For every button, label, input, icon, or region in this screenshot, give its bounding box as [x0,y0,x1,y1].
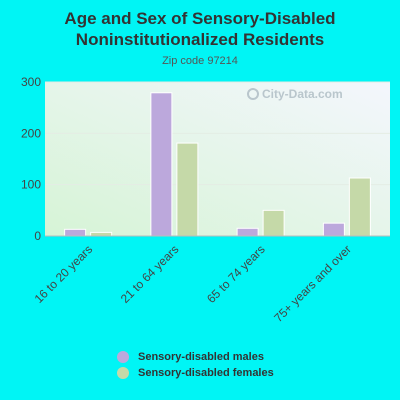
x-tick-label: 16 to 20 years [32,242,96,306]
legend-item-males: Sensory-disabled males [117,349,274,365]
y-tick-label: 200 [21,126,41,140]
watermark: City-Data.com [247,87,343,101]
legend-label-females: Sensory-disabled females [138,367,274,379]
bar-males[interactable] [236,227,259,237]
bar-females[interactable] [348,177,371,237]
chart-title: Age and Sex of Sensory-Disabled Noninstit… [64,9,336,49]
bar-females[interactable] [262,209,285,237]
bar-females[interactable] [90,231,113,237]
bar-males[interactable] [150,92,173,237]
x-tick-label: 65 to 74 years [204,242,268,306]
x-tick-label: 75+ years and over [271,242,354,325]
y-tick-label: 100 [21,178,41,192]
legend-swatch-females [117,367,129,379]
bar-males[interactable] [64,228,87,237]
bar-males[interactable] [322,222,345,237]
x-tick-label: 21 to 64 years [118,242,182,306]
legend-item-females: Sensory-disabled females [117,365,274,381]
chart-subtitle: Zip code 97214 [162,55,238,67]
magnifier-icon [247,88,259,100]
legend-label-males: Sensory-disabled males [138,351,264,363]
y-tick-label: 300 [21,75,41,89]
bar-females[interactable] [176,142,199,237]
y-tick-label: 0 [34,229,41,243]
legend-swatch-males [117,351,129,363]
legend: Sensory-disabled males Sensory-disabled … [117,349,274,381]
plot-area [45,82,390,236]
watermark-text: City-Data.com [262,87,343,101]
